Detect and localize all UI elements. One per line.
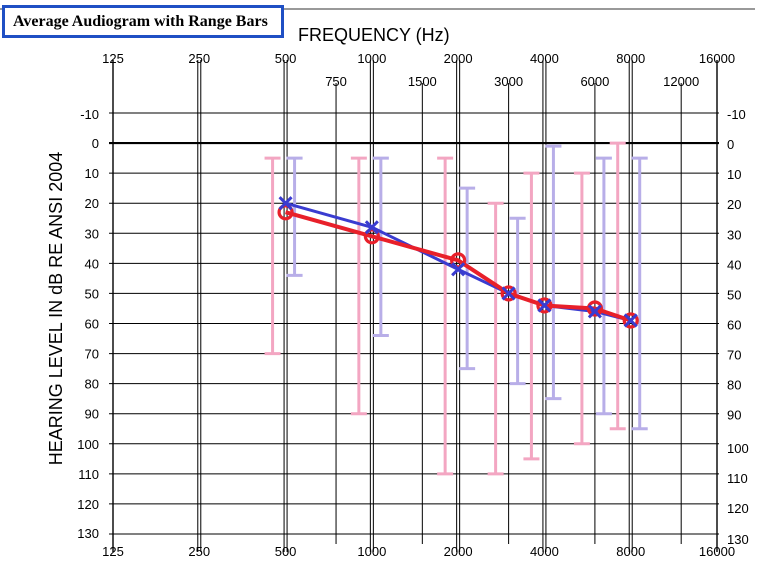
y-tick-label-left: 90	[85, 407, 99, 422]
x-tick-label-bottom: 250	[188, 544, 210, 559]
marker-o	[622, 312, 639, 329]
y-tick-label-right: 90	[727, 408, 741, 423]
x-tick-label-top-half: 6000	[580, 74, 609, 89]
y-tick-label-left: -10	[80, 107, 99, 122]
x-tick-label-top: 4000	[530, 51, 559, 66]
marker-x	[623, 313, 638, 328]
x-axis-title: FREQUENCY (Hz)	[298, 25, 450, 45]
x-tick-label-top: 16000	[699, 51, 735, 66]
marker-x	[501, 286, 516, 301]
y-tick-label-left: 130	[77, 526, 99, 541]
x-tick-label-bottom: 8000	[616, 544, 645, 559]
y-tick-label-left: 70	[85, 347, 99, 362]
y-tick-label-left: 80	[85, 377, 99, 392]
x-tick-label-top: 8000	[616, 51, 645, 66]
y-tick-label-left: 100	[77, 437, 99, 452]
series-lines-layer	[285, 201, 632, 323]
x-tick-label-bottom: 4000	[530, 544, 559, 559]
x-tick-label-top: 2000	[444, 51, 473, 66]
x-tick-label-top-half: 750	[325, 74, 347, 89]
x-tick-label-top-half: 12000	[663, 74, 699, 89]
y-tick-label-right: 30	[727, 227, 741, 242]
y-tick-label-left: 20	[85, 196, 99, 211]
marker-o	[586, 300, 604, 317]
y-tick-label-right: 110	[727, 471, 748, 486]
y-tick-label-right: 100	[727, 441, 749, 456]
y-tick-label-right: -10	[727, 107, 746, 122]
marker-x	[537, 298, 552, 313]
x-tick-label-bottom: 500	[275, 544, 297, 559]
y-tick-label-right: 50	[727, 287, 741, 302]
grid-layer	[109, 60, 719, 552]
y-tick-label-left: 110	[78, 467, 99, 482]
x-tick-label-bottom: 125	[102, 544, 124, 559]
y-tick-label-left: 10	[85, 166, 99, 181]
y-tick-label-right: 10	[727, 167, 741, 182]
x-tick-label-top: 500	[275, 51, 297, 66]
x-tick-label-top-half: 3000	[494, 74, 523, 89]
y-tick-label-right: 20	[727, 197, 741, 212]
marker-o	[277, 204, 294, 221]
marker-o	[450, 252, 467, 269]
y-tick-label-right: 60	[727, 318, 741, 333]
y-tick-label-left: 30	[85, 226, 99, 241]
y-tick-label-right: 40	[727, 257, 741, 272]
x-tick-label-top: 1000	[357, 51, 386, 66]
marker-x	[278, 196, 293, 211]
y-tick-label-left: 60	[85, 317, 99, 332]
y-tick-label-right: 0	[727, 137, 734, 152]
x-tick-label-top: 250	[188, 51, 210, 66]
x-tick-label-top: 125	[102, 51, 124, 66]
marker-x	[364, 220, 379, 235]
y-tick-label-right: 80	[727, 378, 741, 393]
y-tick-label-right: 130	[727, 532, 749, 547]
marker-x	[451, 262, 466, 277]
marker-o	[536, 297, 553, 314]
y-tick-label-left: 0	[92, 136, 99, 151]
x-tick-label-top-half: 1500	[408, 74, 437, 89]
y-axis-title: HEARING LEVEL IN dB RE ANSI 2004	[46, 152, 66, 465]
y-tick-label-right: 120	[727, 501, 749, 516]
x-tick-label-bottom: 1000	[357, 544, 386, 559]
x-tick-label-bottom: 2000	[444, 544, 473, 559]
series-markers-layer	[277, 196, 639, 329]
marker-x	[587, 304, 602, 319]
y-tick-label-left: 50	[85, 286, 99, 301]
marker-o	[363, 228, 380, 245]
marker-o	[500, 285, 517, 302]
chart-title: Average Audiogram with Range Bars	[2, 5, 284, 38]
y-tick-label-right: 70	[727, 348, 741, 363]
range-bars-layer	[264, 141, 648, 476]
x-tick-label-bottom: 16000	[699, 544, 735, 559]
y-tick-label-left: 40	[85, 256, 99, 271]
y-tick-label-left: 120	[77, 497, 99, 512]
